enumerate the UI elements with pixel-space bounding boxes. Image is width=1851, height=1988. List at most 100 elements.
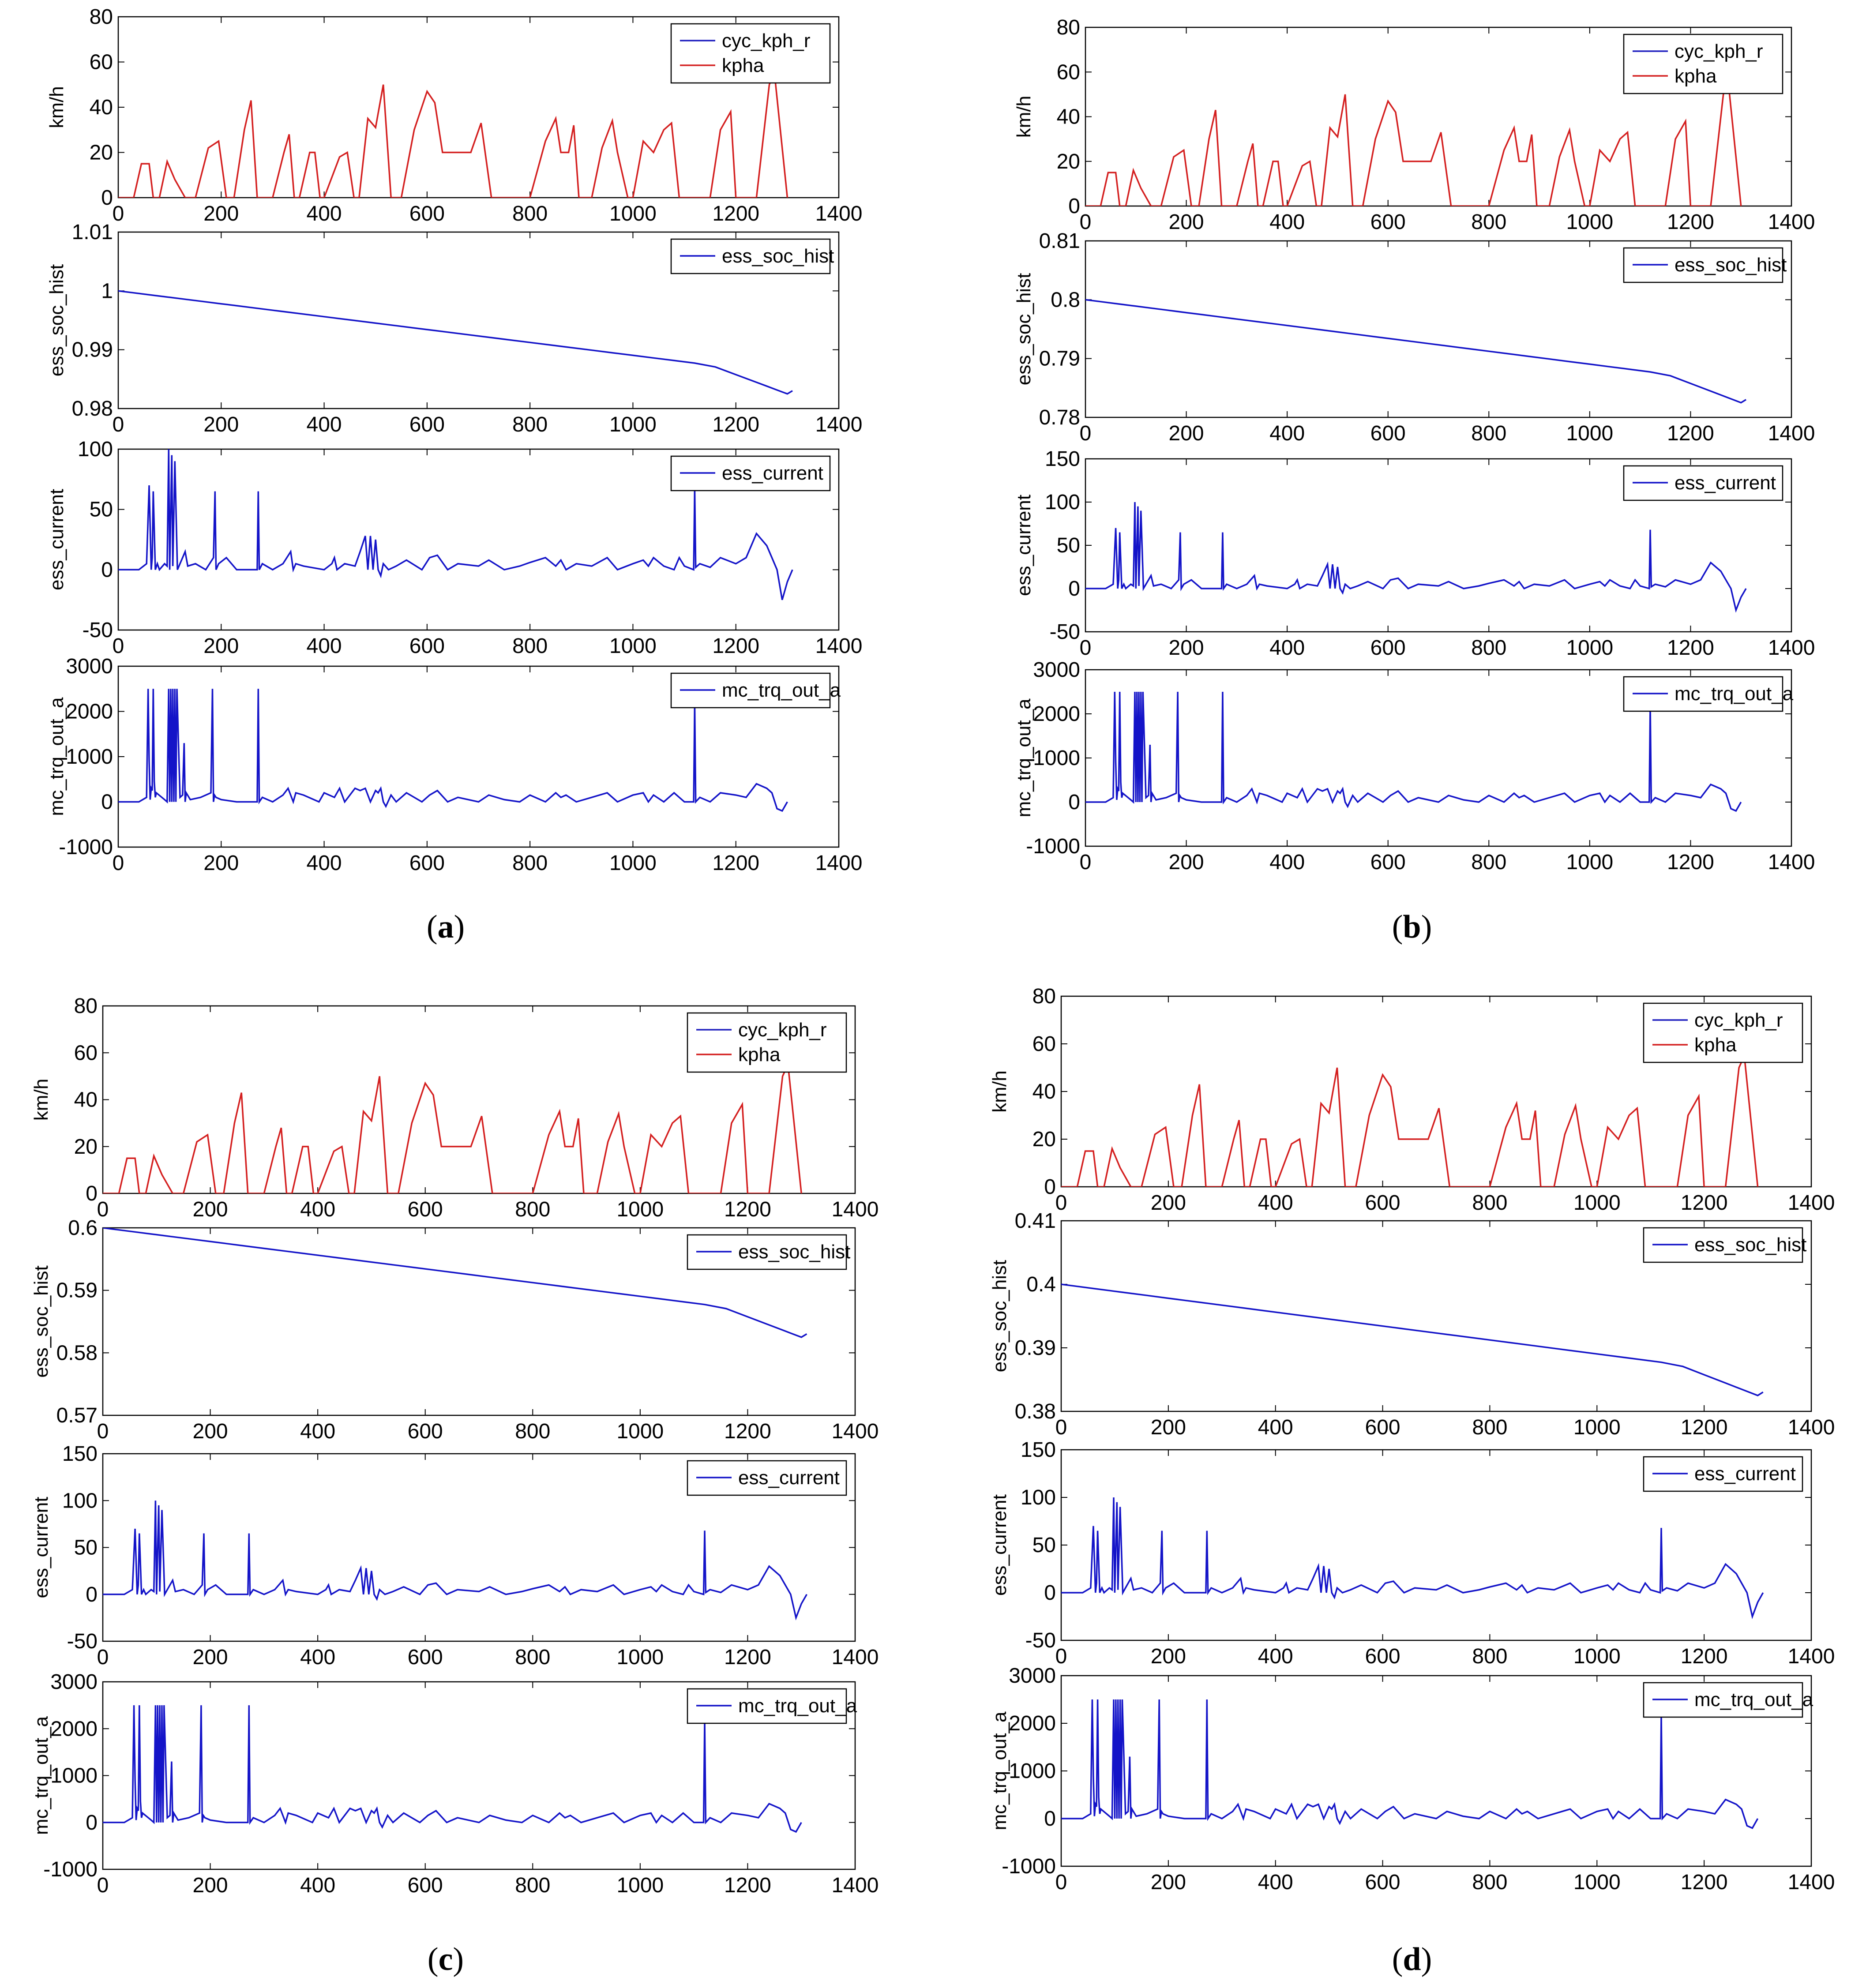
legend-entry: kpha xyxy=(1675,65,1717,87)
x-tick-label: 1000 xyxy=(616,1198,664,1221)
y-tick-label: 0.38 xyxy=(1015,1400,1056,1423)
y-tick-label: 40 xyxy=(74,1088,98,1112)
x-tick-label: 800 xyxy=(1472,1416,1507,1439)
x-tick-label: 0 xyxy=(1080,210,1092,234)
x-tick-label: 1000 xyxy=(1566,851,1613,874)
x-tick-label: 400 xyxy=(1258,1645,1293,1668)
x-tick-label: 1400 xyxy=(1768,422,1815,445)
x-tick-label: 800 xyxy=(1472,1871,1507,1894)
x-tick-label: 200 xyxy=(1169,210,1204,234)
x-tick-label: 400 xyxy=(300,1420,335,1443)
x-tick-label: 1400 xyxy=(815,851,863,875)
series-line-ess_soc_hist xyxy=(103,1228,807,1338)
x-tick-label: 1000 xyxy=(616,1646,664,1669)
y-tick-label: 0 xyxy=(101,186,113,210)
y-tick-label: 100 xyxy=(1021,1486,1056,1509)
x-tick-label: 400 xyxy=(1258,1871,1293,1894)
subplot-soc: 0.78 0.79 0.8 0.81 0 200 400 600 800 1000 1200 1400… xyxy=(1013,229,1815,445)
x-tick-label: 600 xyxy=(408,1198,443,1221)
x-tick-label: 600 xyxy=(1370,851,1406,874)
y-tick-label: 0.99 xyxy=(72,338,113,362)
series-line-mc_trq_out_a xyxy=(118,689,788,812)
legend-box xyxy=(687,1012,847,1073)
y-tick-label: -1000 xyxy=(1026,835,1080,858)
y-tick-label: -50 xyxy=(83,619,113,642)
y-tick-label: 150 xyxy=(1045,447,1080,471)
y-axis-label: km/h xyxy=(1013,96,1035,138)
x-tick-label: 1200 xyxy=(1667,210,1714,234)
y-tick-label: 0.79 xyxy=(1039,347,1080,371)
y-tick-label: 100 xyxy=(62,1489,98,1512)
x-tick-label: 1400 xyxy=(1768,636,1815,660)
legend: ess_current xyxy=(687,1460,847,1496)
y-tick-label: 0.57 xyxy=(56,1404,98,1427)
x-tick-label: 800 xyxy=(512,634,548,658)
x-tick-label: 1000 xyxy=(609,851,657,875)
legend: mc_trq_out_a xyxy=(670,672,841,709)
subplot-soc: 0.57 0.58 0.59 0.6 0 200 400 600 800 1000 1200 1400… xyxy=(30,1216,879,1443)
y-tick-label: 0 xyxy=(1068,195,1080,218)
x-tick-label: 400 xyxy=(1258,1191,1293,1215)
x-tick-label: 600 xyxy=(1365,1416,1400,1439)
y-axis-label: mc_trq_out_a xyxy=(30,1716,52,1835)
x-tick-label: 1000 xyxy=(1573,1871,1621,1894)
y-tick-label: 0.78 xyxy=(1039,406,1080,429)
y-axis-label: mc_trq_out_a xyxy=(989,1711,1010,1830)
y-tick-label: 80 xyxy=(1057,16,1080,39)
y-tick-label: 80 xyxy=(74,994,98,1018)
x-tick-label: 1000 xyxy=(1566,636,1613,660)
y-tick-label: 3000 xyxy=(50,1670,98,1694)
x-tick-label: 400 xyxy=(1269,422,1305,445)
y-tick-label: -1000 xyxy=(43,1858,98,1881)
x-tick-label: 800 xyxy=(1471,210,1506,234)
x-tick-label: 200 xyxy=(1151,1416,1186,1439)
x-tick-label: 1400 xyxy=(832,1874,879,1897)
y-axis-label: ess_current xyxy=(30,1497,52,1598)
legend-entry: kpha xyxy=(722,55,764,76)
y-tick-label: 0 xyxy=(1044,1807,1056,1830)
x-tick-label: 800 xyxy=(512,851,548,875)
y-tick-label: 3000 xyxy=(1033,658,1080,682)
caption-letter: d xyxy=(1403,1941,1421,1977)
x-tick-label: 1000 xyxy=(609,202,657,225)
y-tick-label: 0.41 xyxy=(1015,1209,1056,1233)
legend-entry: mc_trq_out_a xyxy=(1694,1689,1813,1710)
x-tick-label: 200 xyxy=(203,413,239,436)
y-tick-label: 0 xyxy=(1044,1175,1056,1199)
x-tick-label: 1200 xyxy=(1681,1871,1728,1894)
series-line-kpha xyxy=(103,1062,802,1193)
x-tick-label: 1400 xyxy=(1768,210,1815,234)
series-line-ess_current xyxy=(1085,502,1747,613)
x-tick-label: 0 xyxy=(1080,636,1092,660)
x-tick-label: 200 xyxy=(1169,636,1204,660)
x-tick-label: 1000 xyxy=(1566,210,1613,234)
y-tick-label: 1 xyxy=(101,279,113,303)
y-tick-label: 50 xyxy=(90,498,113,521)
caption-letter: c xyxy=(439,1941,453,1977)
legend: ess_current xyxy=(1623,465,1783,501)
legend-box xyxy=(670,23,831,84)
y-tick-label: 3000 xyxy=(1009,1664,1056,1688)
x-tick-label: 800 xyxy=(512,413,548,436)
x-tick-label: 1200 xyxy=(1681,1645,1728,1668)
legend: mc_trq_out_a xyxy=(1623,676,1794,712)
legend-entry: ess_current xyxy=(1675,472,1776,494)
series-line-kpha xyxy=(1061,1053,1759,1187)
x-tick-label: 1400 xyxy=(1788,1645,1835,1668)
x-tick-label: 600 xyxy=(1370,422,1406,445)
caption-open: ( xyxy=(1392,1941,1403,1977)
x-tick-label: 1000 xyxy=(616,1874,664,1897)
series-line-ess_soc_hist xyxy=(1085,299,1747,404)
caption-open: ( xyxy=(427,909,438,945)
x-tick-label: 600 xyxy=(409,634,445,658)
y-tick-label: -50 xyxy=(1050,620,1080,644)
y-tick-label: 0.8 xyxy=(1051,288,1080,311)
legend-entry: ess_soc_hist xyxy=(722,245,834,267)
